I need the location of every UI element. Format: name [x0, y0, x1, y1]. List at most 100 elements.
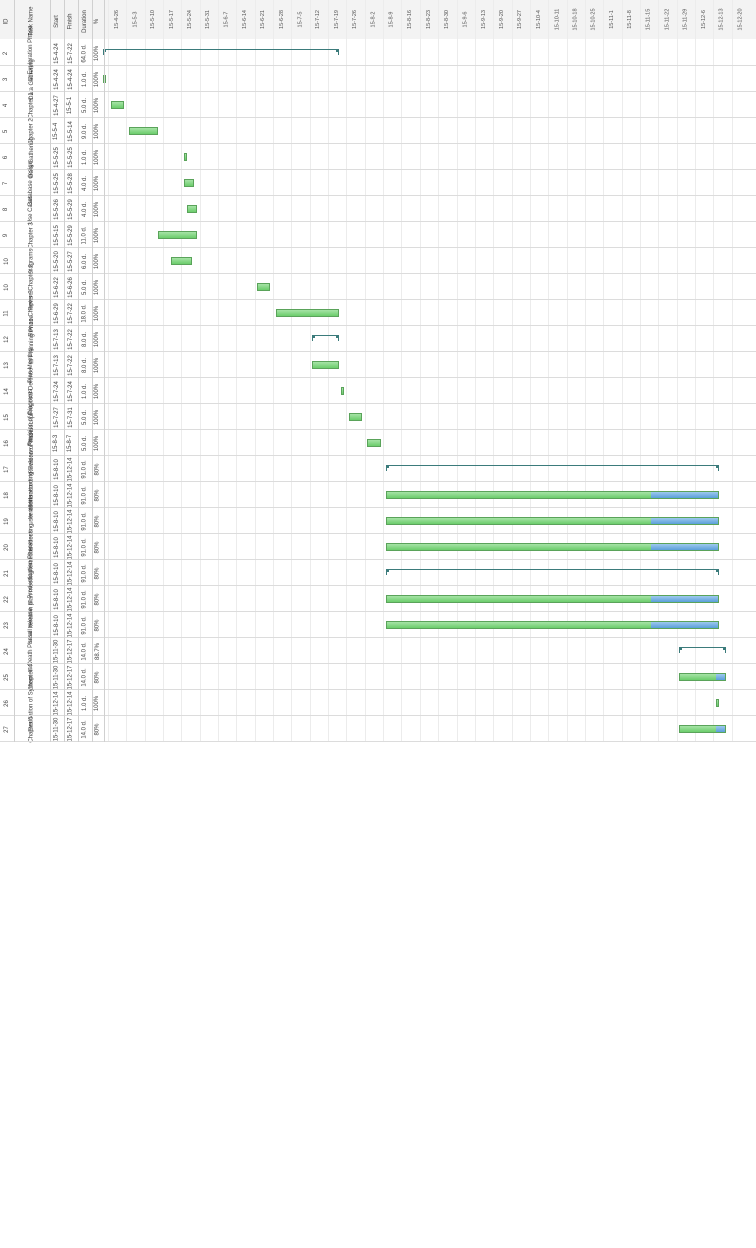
cell-finish[interactable]: 15-12-14 — [64, 560, 78, 586]
task-bar[interactable] — [679, 673, 727, 681]
task-bar[interactable] — [275, 309, 339, 317]
cell-finish[interactable]: 15-12-14 — [64, 482, 78, 508]
task-bar[interactable] — [257, 283, 271, 291]
cell-duration[interactable]: 64.0 d. — [78, 40, 92, 66]
cell-complete[interactable]: 80% — [92, 664, 104, 690]
header-duration[interactable]: Duration — [81, 9, 88, 33]
cell-complete[interactable]: 80% — [92, 586, 104, 612]
cell-duration[interactable]: 91.0 d. — [78, 508, 92, 534]
cell-duration[interactable]: 4.0 d. — [78, 170, 92, 196]
cell-id[interactable]: 16 — [0, 430, 14, 456]
cell-name[interactable]: ⊟ Death Phase — [14, 630, 50, 671]
cell-name[interactable]: Chapter 5 — [14, 716, 50, 742]
cell-name[interactable]: Data Gathering — [14, 59, 50, 100]
cell-complete[interactable]: 100% — [92, 196, 104, 222]
cell-complete[interactable]: 80% — [92, 482, 104, 508]
cell-start[interactable]: 15-4-24 — [50, 66, 64, 92]
header-complete[interactable]: % — [94, 18, 101, 24]
cell-name[interactable]: Use Cases — [14, 194, 50, 223]
cell-finish[interactable]: 15-12-14 — [64, 456, 78, 482]
task-bar[interactable] — [385, 543, 719, 551]
cell-duration[interactable]: 11.0 d. — [78, 222, 92, 248]
cell-id[interactable]: 8 — [0, 196, 14, 222]
cell-finish[interactable]: 15-5-29 — [64, 222, 78, 248]
cell-complete[interactable]: 100% — [92, 248, 104, 274]
cell-start[interactable]: 15-4-27 — [50, 92, 64, 118]
cell-complete[interactable]: 80% — [92, 560, 104, 586]
task-row[interactable]: 11 Revise Chapter 3 15-6-29 15-7-22 18.0 d. 1… — [0, 290, 756, 336]
cell-start[interactable]: 15-8-3 — [50, 430, 64, 456]
cell-name[interactable]: Database design — [14, 160, 50, 205]
cell-finish[interactable]: 15-7-22 — [64, 326, 78, 352]
cell-duration[interactable]: 5.0 d. — [78, 404, 92, 430]
cell-complete[interactable]: 100% — [92, 170, 104, 196]
cell-finish[interactable]: 15-7-22 — [64, 300, 78, 326]
task-row[interactable]: 8 Use Cases 15-5-26 15-5-29 4.0 d. 100% — [0, 194, 756, 223]
cell-finish[interactable]: 15-12-14 — [64, 612, 78, 638]
cell-complete[interactable]: 80% — [92, 612, 104, 638]
cell-start[interactable]: 15-7-13 — [50, 326, 64, 352]
cell-duration[interactable]: 4.0 d. — [78, 196, 92, 222]
cell-complete[interactable]: 80% — [92, 456, 104, 482]
cell-complete[interactable]: 100% — [92, 326, 104, 352]
cell-complete[interactable]: 100% — [92, 300, 104, 326]
cell-id[interactable]: 18 — [0, 482, 14, 508]
cell-id[interactable]: 21 — [0, 560, 14, 586]
cell-duration[interactable]: 1.0 d. — [78, 144, 92, 170]
task-bar[interactable] — [679, 725, 727, 733]
cell-start[interactable]: 15-5-15 — [50, 222, 64, 248]
task-row[interactable]: 7 Database design 15-5-25 15-5-28 4.0 d. 100% — [0, 160, 756, 205]
cell-finish[interactable]: 15-5-25 — [64, 144, 78, 170]
cell-start[interactable]: 15-11-30 — [50, 664, 64, 690]
cell-id[interactable]: 26 — [0, 690, 14, 716]
cell-finish[interactable]: 15-5-28 — [64, 170, 78, 196]
task-bar[interactable] — [367, 439, 381, 447]
cell-finish[interactable]: 15-8-7 — [64, 430, 78, 456]
cell-finish[interactable]: 15-7-22 — [64, 40, 78, 66]
cell-start[interactable]: 15-5-25 — [50, 144, 64, 170]
task-row[interactable]: 6 Data Gathering 15-5-25 15-5-25 1.0 d. 100% — [0, 137, 756, 178]
task-bar[interactable] — [186, 205, 198, 213]
header-id[interactable]: ID — [3, 18, 10, 24]
summary-bar[interactable] — [679, 647, 727, 653]
cell-start[interactable]: 15-4-24 — [50, 40, 64, 66]
cell-start[interactable]: 15-8-10 — [50, 482, 64, 508]
cell-id[interactable]: 17 — [0, 456, 14, 482]
cell-start[interactable]: 15-5-4 — [50, 118, 64, 144]
cell-start[interactable]: 15-7-27 — [50, 404, 64, 430]
cell-complete[interactable]: 100% — [92, 274, 104, 300]
cell-id[interactable]: 3 — [0, 66, 14, 92]
task-bar[interactable] — [312, 361, 339, 369]
task-bar[interactable] — [385, 491, 719, 499]
cell-finish[interactable]: 15-12-17 — [64, 716, 78, 742]
cell-complete[interactable]: 100% — [92, 404, 104, 430]
summary-bar[interactable] — [102, 49, 339, 55]
cell-start[interactable]: 15-5-20 — [50, 248, 64, 274]
cell-duration[interactable]: 91.0 d. — [78, 456, 92, 482]
cell-complete[interactable]: 88.7% — [92, 638, 104, 664]
cell-id[interactable]: 10 — [0, 248, 14, 274]
cell-start[interactable]: 15-12-14 — [50, 690, 64, 716]
cell-start[interactable]: 15-11-30 — [50, 716, 64, 742]
cell-duration[interactable]: 14.0 d. — [78, 716, 92, 742]
cell-duration[interactable]: 6.0 d. — [78, 248, 92, 274]
cell-finish[interactable]: 15-5-14 — [64, 118, 78, 144]
header-finish[interactable]: Finish — [67, 12, 74, 30]
cell-start[interactable]: 15-8-10 — [50, 508, 64, 534]
cell-start[interactable]: 15-6-22 — [50, 274, 64, 300]
summary-bar[interactable] — [385, 465, 719, 471]
cell-id[interactable]: 2 — [0, 40, 14, 66]
cell-finish[interactable]: 15-5-29 — [64, 196, 78, 222]
task-row[interactable]: 13 Plan Meeting 15-7-13 15-7-22 8.0 d. 100% — [0, 347, 756, 382]
task-row[interactable]: 9 Chapter 3 15-5-15 15-5-29 11.0 d. 100% — [0, 222, 756, 248]
cell-complete[interactable]: 100% — [92, 352, 104, 378]
task-bar[interactable] — [128, 127, 158, 135]
cell-start[interactable]: 15-8-10 — [50, 534, 64, 560]
cell-id[interactable]: 12 — [0, 326, 14, 352]
task-bar[interactable] — [157, 231, 198, 239]
cell-finish[interactable]: 15-5-1 — [64, 92, 78, 118]
cell-id[interactable]: 27 — [0, 716, 14, 742]
cell-complete[interactable]: 100% — [92, 92, 104, 118]
cell-duration[interactable]: 9.0 d. — [78, 118, 92, 144]
task-bar[interactable] — [110, 101, 124, 109]
